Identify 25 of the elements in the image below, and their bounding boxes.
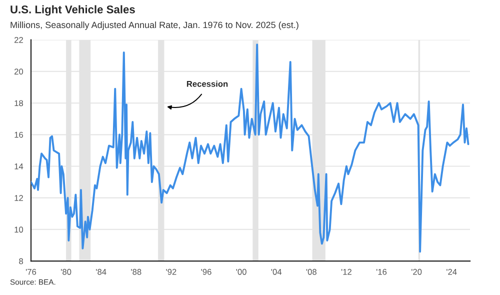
x-tick-label: '16 — [376, 268, 387, 275]
x-tick-label: '00 — [236, 268, 246, 275]
y-tick-label: 12 — [14, 195, 23, 201]
x-tick-label: '92 — [166, 268, 176, 275]
chart-subtitle: Millions, Seasonally Adjusted Annual Rate, Jan. 1976 to Nov. 2025 (est.) — [10, 21, 298, 30]
x-tick-label: '08 — [306, 268, 316, 275]
chart-title: U.S. Light Vehicle Sales — [10, 5, 135, 16]
x-tick-label: '96 — [201, 268, 212, 275]
band-label: Recession — [186, 80, 228, 87]
y-tick-label: 14 — [14, 164, 24, 170]
x-tick-label: '24 — [446, 268, 457, 275]
x-tick-label: '12 — [341, 268, 352, 275]
x-tick-label: '80 — [61, 268, 72, 275]
x-tick-label: '88 — [131, 268, 142, 275]
x-tick-label: '84 — [96, 268, 106, 275]
x-tick-label: '04 — [271, 268, 282, 275]
x-tick-label: '20 — [412, 268, 422, 275]
line-series — [31, 44, 470, 253]
y-tick-label: 8 — [19, 258, 23, 264]
y-tick-label: 16 — [14, 132, 23, 138]
x-tick-label: '76 — [26, 268, 36, 275]
y-tick-label: 18 — [14, 100, 23, 106]
y-tick-label: 20 — [14, 68, 24, 75]
y-tick-label: 22 — [14, 37, 23, 43]
y-tick-label: 10 — [14, 226, 24, 233]
